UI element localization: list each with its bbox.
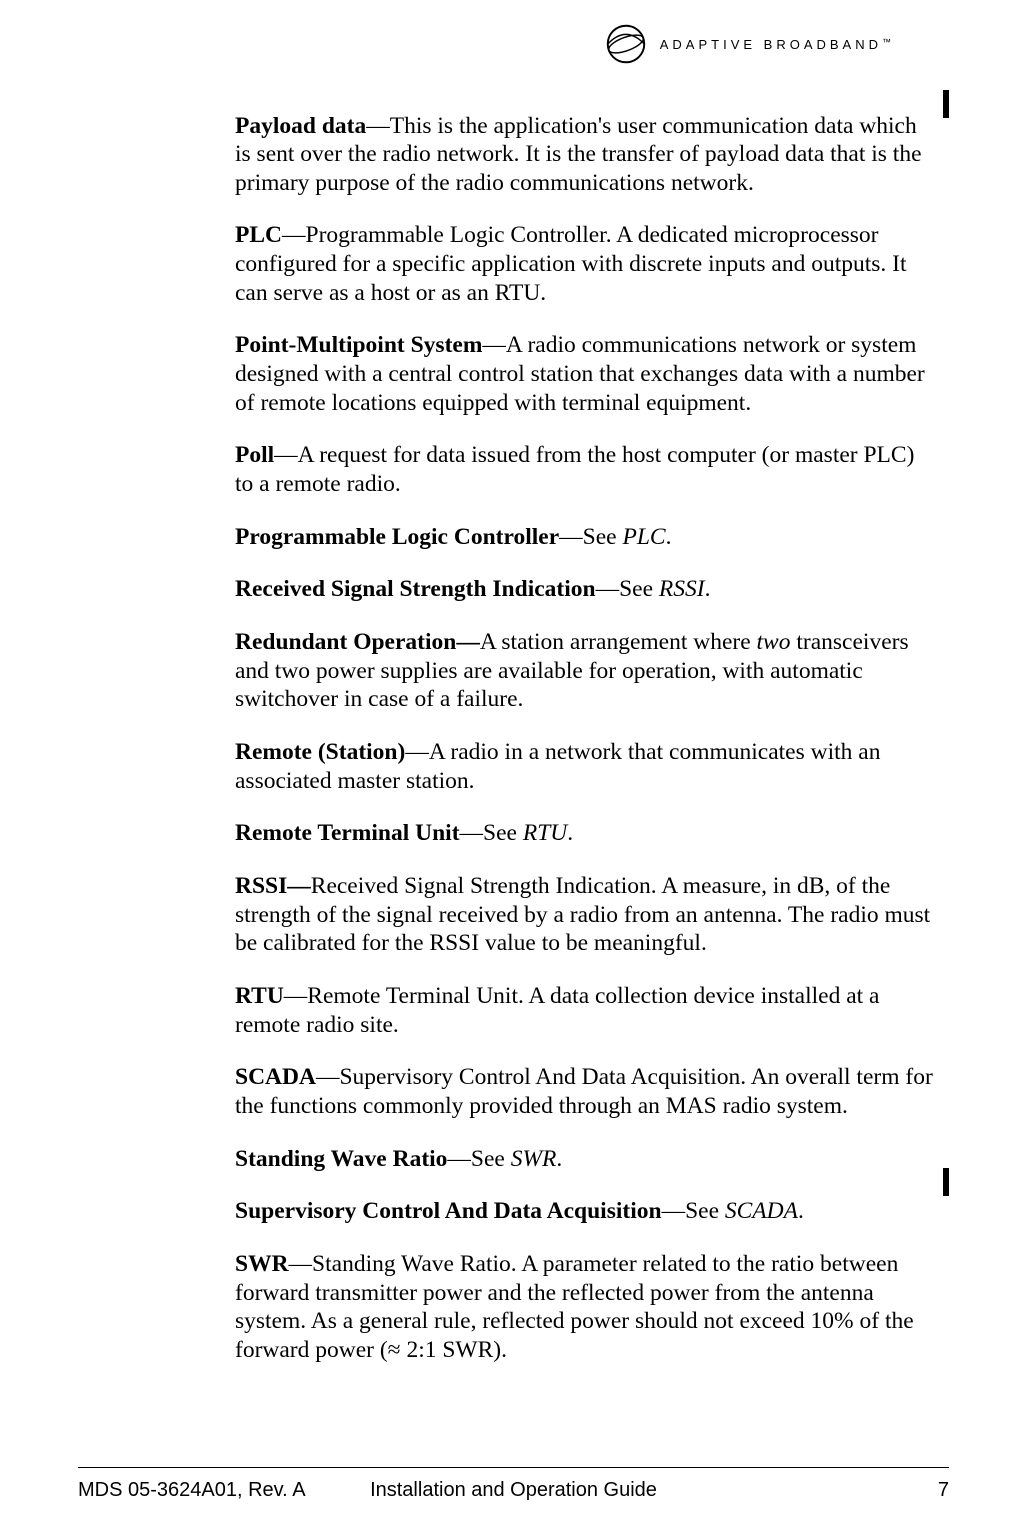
definition: —Standing Wave Ratio. A parameter relate… [235, 1251, 914, 1363]
glossary-entry: Remote Terminal Unit—See RTU. [235, 819, 933, 848]
term: Remote (Station) [235, 739, 405, 765]
footer-doc-id: MDS 05-3624A01, Rev. A [78, 1479, 306, 1502]
glossary-entry: Received Signal Strength Indication—See … [235, 575, 933, 604]
brand-name-text: ADAPTIVE BROADBAND [660, 37, 882, 52]
page: ADAPTIVE BROADBAND™ Payload data—This is… [0, 0, 1011, 1536]
definition: Received Signal Strength Indication. A m… [235, 873, 930, 956]
glossary-entry: Redundant Operation—A station arrangemen… [235, 628, 933, 714]
term: Supervisory Control And Data Acquisition [235, 1198, 662, 1224]
term: Payload data [235, 113, 366, 139]
glossary-entry: SWR—Standing Wave Ratio. A parameter rel… [235, 1250, 933, 1365]
definition: —See [460, 820, 523, 846]
adaptive-broadband-logo-icon [602, 20, 650, 68]
see-reference: SCADA [725, 1198, 798, 1224]
change-bar [943, 90, 949, 118]
glossary-entry: RSSI—Received Signal Strength Indication… [235, 872, 933, 958]
glossary-entry: Remote (Station)—A radio in a network th… [235, 738, 933, 795]
term: PLC [235, 222, 282, 248]
glossary-entry: Point-Multipoint System—A radio communic… [235, 331, 933, 417]
glossary-entry: Payload data—This is the application's u… [235, 112, 933, 198]
brand-name: ADAPTIVE BROADBAND™ [660, 37, 891, 52]
term: SWR [235, 1251, 289, 1277]
trademark-symbol: ™ [882, 37, 891, 47]
glossary-entry: SCADA—Supervisory Control And Data Acqui… [235, 1063, 933, 1120]
glossary-content: Payload data—This is the application's u… [235, 88, 933, 1389]
glossary-entry: Poll—A request for data issued from the … [235, 441, 933, 498]
definition: —See [447, 1146, 510, 1172]
footer-rule [78, 1467, 949, 1468]
tail: . [556, 1146, 562, 1172]
term: SCADA [235, 1064, 316, 1090]
glossary-entry: PLC—Programmable Logic Controller. A ded… [235, 221, 933, 307]
term: Poll [235, 442, 274, 468]
definition: —Programmable Logic Controller. A dedica… [235, 222, 907, 305]
see-reference: PLC [622, 524, 665, 550]
footer: MDS 05-3624A01, Rev. A Installation and … [78, 1479, 949, 1502]
glossary-entry: Programmable Logic Controller—See PLC. [235, 523, 933, 552]
footer-title: Installation and Operation Guide [370, 1479, 657, 1502]
definition: —A request for data issued from the host… [235, 442, 914, 497]
definition-pre: A station arrangement where [480, 629, 757, 655]
header: ADAPTIVE BROADBAND™ [602, 20, 891, 68]
footer-page-number: 7 [938, 1479, 949, 1502]
definition: —Remote Terminal Unit. A data collection… [235, 983, 880, 1038]
term: Point-Multipoint System [235, 332, 482, 358]
definition: —See [559, 524, 622, 550]
tail: . [666, 524, 672, 550]
glossary-entry: RTU—Remote Terminal Unit. A data collect… [235, 982, 933, 1039]
italic-word: two [757, 629, 791, 655]
definition: —See [662, 1198, 725, 1224]
change-bar [943, 1168, 949, 1196]
see-reference: SWR [511, 1146, 557, 1172]
see-reference: RTU [523, 820, 567, 846]
term: Redundant Operation— [235, 629, 480, 655]
glossary-entry: Standing Wave Ratio—See SWR. [235, 1145, 933, 1174]
tail: . [705, 576, 711, 602]
see-reference: RSSI [659, 576, 705, 602]
tail: . [798, 1198, 804, 1224]
definition: —See [596, 576, 659, 602]
tail: . [567, 820, 573, 846]
term: Received Signal Strength Indication [235, 576, 596, 602]
definition: —Supervisory Control And Data Acquisitio… [235, 1064, 933, 1119]
glossary-entry: Supervisory Control And Data Acquisition… [235, 1197, 933, 1226]
term: RSSI— [235, 873, 311, 899]
term: Remote Terminal Unit [235, 820, 460, 846]
term: Standing Wave Ratio [235, 1146, 447, 1172]
term: Programmable Logic Controller [235, 524, 559, 550]
term: RTU [235, 983, 284, 1009]
